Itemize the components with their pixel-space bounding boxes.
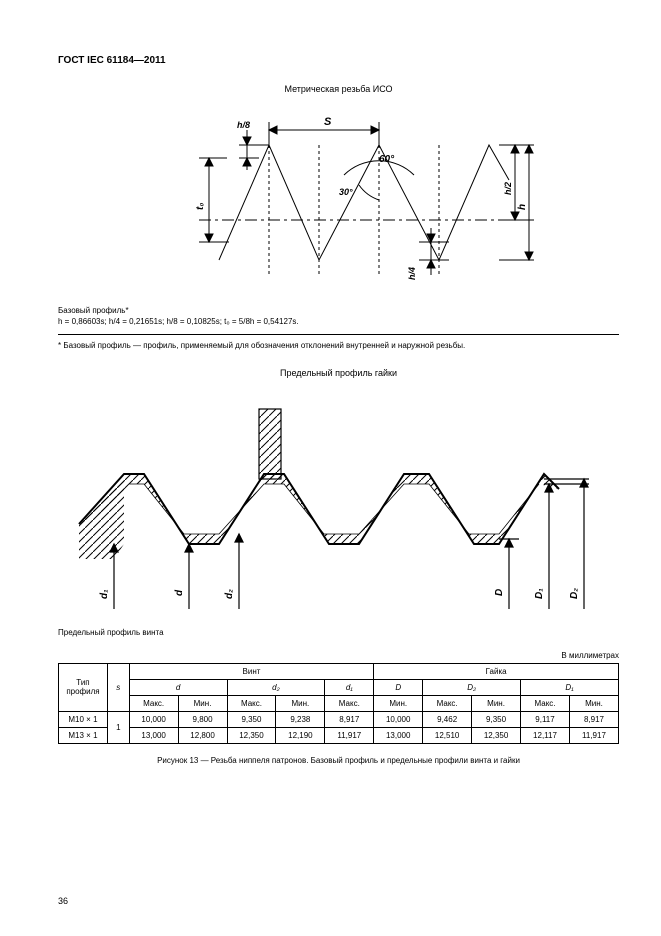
th-max: Макс.	[227, 695, 276, 711]
th-D: D	[374, 679, 423, 695]
label-t0: t₀	[195, 203, 206, 210]
label-h: h	[517, 204, 528, 210]
page-number: 36	[58, 896, 68, 906]
label-D: D	[494, 588, 505, 595]
figure-caption: Рисунок 13 — Резьба ниппеля патронов. Ба…	[58, 756, 619, 765]
label-60: 60°	[379, 154, 395, 165]
th-min: Мин.	[178, 695, 227, 711]
th-D1: D₁	[521, 679, 619, 695]
cell: 9,462	[423, 711, 472, 727]
fig2-bottom-caption: Предельный профиль винта	[58, 628, 619, 637]
fig1-footnote: * Базовый профиль — профиль, применяемый…	[58, 341, 619, 350]
label-S: S	[324, 116, 332, 128]
th-min: Мин.	[472, 695, 521, 711]
th-screw: Винт	[129, 663, 374, 679]
th-max: Макс.	[325, 695, 374, 711]
label-h2: h/2	[503, 182, 513, 195]
label-d: d	[174, 589, 185, 596]
th-min: Мин.	[569, 695, 618, 711]
cell: 13,000	[374, 727, 423, 743]
th-D2: D₂	[423, 679, 521, 695]
cell: 13,000	[129, 727, 178, 743]
label-h4: h/4	[407, 267, 417, 280]
doc-header: ГОСТ IEC 61184—2011	[58, 55, 619, 66]
cell: 9,800	[178, 711, 227, 727]
th-d2: d₂	[227, 679, 325, 695]
cell: M10 × 1	[59, 711, 108, 727]
table-row: M13 × 1 13,000 12,800 12,350 12,190 11,9…	[59, 727, 619, 743]
cell: 11,917	[325, 727, 374, 743]
th-type: Тип профиля	[59, 663, 108, 711]
th-d: d	[129, 679, 227, 695]
fig1-title: Метрическая резьба ИСО	[58, 84, 619, 94]
th-nut: Гайка	[374, 663, 619, 679]
table-units: В миллиметрах	[58, 651, 619, 660]
th-s: s	[107, 663, 129, 711]
th-max: Макс.	[521, 695, 570, 711]
label-D2: D₂	[569, 587, 580, 598]
th-min: Мин.	[276, 695, 325, 711]
cell: 8,917	[325, 711, 374, 727]
fig2-title: Предельный профиль гайки	[58, 368, 619, 378]
fig1-diagram: S 60° 30° h/8 h/4 h/2 h t₀	[139, 100, 539, 300]
cell: 12,190	[276, 727, 325, 743]
fig2-diagram: d₁ d d₂ D D₁ D₂	[69, 384, 609, 624]
cell: 10,000	[374, 711, 423, 727]
cell: 9,350	[227, 711, 276, 727]
cell: 11,917	[569, 727, 618, 743]
cell: 12,117	[521, 727, 570, 743]
table-row: M10 × 1 1 10,000 9,800 9,350 9,238 8,917…	[59, 711, 619, 727]
label-d1: d₁	[99, 588, 110, 598]
th-d1: d₁	[325, 679, 374, 695]
th-min: Мин.	[374, 695, 423, 711]
label-30: 30°	[339, 187, 353, 197]
th-max: Макс.	[423, 695, 472, 711]
cell: 9,117	[521, 711, 570, 727]
thread-table: Тип профиля s Винт Гайка d d₂ d₁ D D₂ D₁…	[58, 663, 619, 744]
cell: 9,238	[276, 711, 325, 727]
cell: 12,350	[227, 727, 276, 743]
cell: 12,510	[423, 727, 472, 743]
th-max: Макс.	[129, 695, 178, 711]
divider	[58, 334, 619, 335]
profile-note-text: h = 0,86603s; h/4 = 0,21651s; h/8 = 0,10…	[58, 317, 619, 328]
label-h8: h/8	[237, 120, 250, 130]
cell: M13 × 1	[59, 727, 108, 743]
cell: 1	[107, 711, 129, 743]
cell: 12,800	[178, 727, 227, 743]
label-d2: d₂	[224, 588, 235, 598]
cell: 12,350	[472, 727, 521, 743]
cell: 9,350	[472, 711, 521, 727]
fig1-formula: Базовый профиль* h = 0,86603s; h/4 = 0,2…	[58, 306, 619, 328]
cell: 10,000	[129, 711, 178, 727]
profile-note-title: Базовый профиль*	[58, 306, 619, 317]
label-D1: D₁	[534, 587, 545, 598]
cell: 8,917	[569, 711, 618, 727]
